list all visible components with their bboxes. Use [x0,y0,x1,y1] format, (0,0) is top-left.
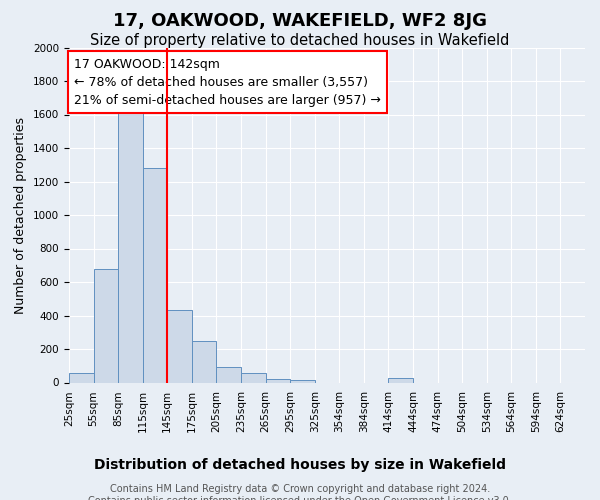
Text: 17 OAKWOOD: 142sqm
← 78% of detached houses are smaller (3,557)
21% of semi-deta: 17 OAKWOOD: 142sqm ← 78% of detached hou… [74,58,381,106]
Text: Distribution of detached houses by size in Wakefield: Distribution of detached houses by size … [94,458,506,471]
Bar [290,380,315,382]
Text: Contains HM Land Registry data © Crown copyright and database right 2024.
Contai: Contains HM Land Registry data © Crown c… [88,484,512,500]
Text: Size of property relative to detached houses in Wakefield: Size of property relative to detached ho… [91,32,509,48]
Bar [266,379,290,382]
Bar [192,340,217,382]
Bar [94,268,118,382]
Text: 17, OAKWOOD, WAKEFIELD, WF2 8JG: 17, OAKWOOD, WAKEFIELD, WF2 8JG [113,12,487,30]
Bar [118,110,143,382]
Bar [388,378,413,382]
Bar [143,168,167,382]
Y-axis label: Number of detached properties: Number of detached properties [14,116,28,314]
Bar [69,374,94,382]
Bar [217,368,241,382]
Bar [167,310,192,382]
Bar [241,374,266,382]
